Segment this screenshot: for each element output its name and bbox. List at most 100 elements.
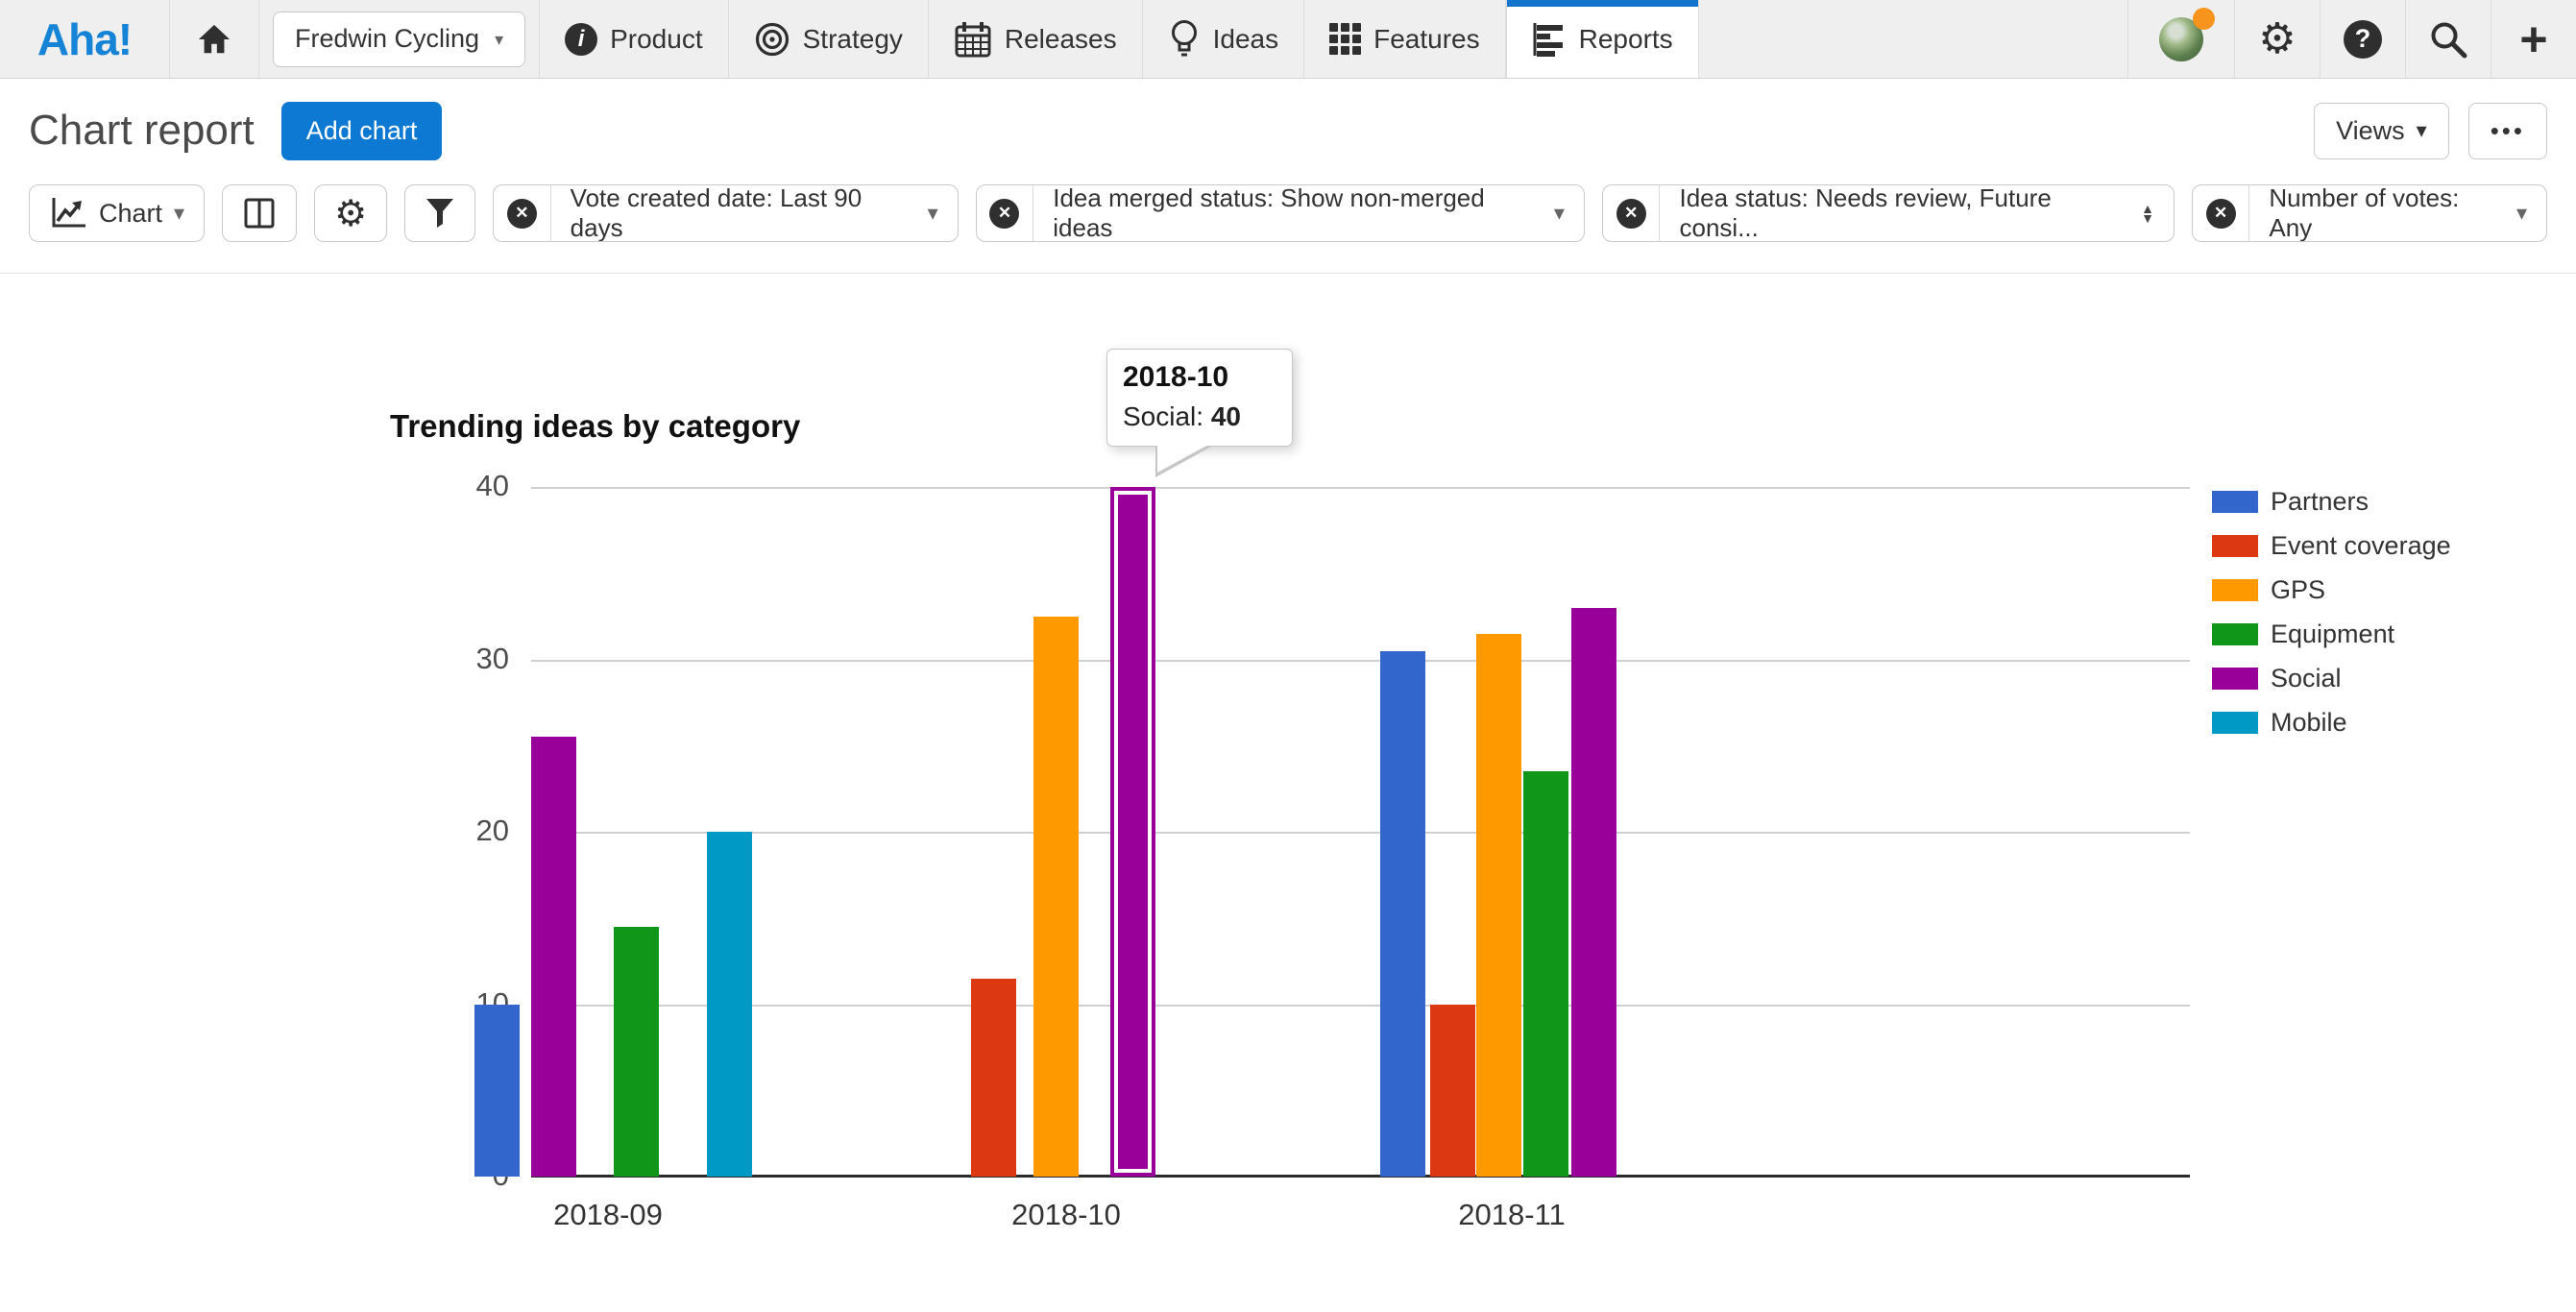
x-tick-label: 2018-09 [553,1198,663,1231]
columns-icon [242,196,277,231]
nav-spacer [1699,0,2127,78]
legend-label: Mobile [2271,708,2347,737]
bar-event-coverage-2018-11[interactable] [1430,1004,1475,1177]
aha-logo-text: Aha! [36,13,133,64]
bar-partners-2018-09[interactable] [474,1004,520,1177]
add-button[interactable]: + [2491,0,2576,78]
bar-equipment-2018-11[interactable] [1523,771,1568,1177]
user-menu[interactable] [2127,0,2234,78]
chevron-down-icon: ▾ [174,201,185,225]
legend-swatch [2212,491,2258,513]
report-header: Chart report Add chart Views ▾ ••• [0,79,2576,182]
legend-swatch [2212,623,2258,645]
chevron-down-icon: ▾ [1553,201,1565,225]
aha-logo[interactable]: Aha! [0,0,170,78]
top-nav: Aha! Fredwin Cycling ▾ i Product [0,0,2576,79]
sort-updown-icon: ▲ ▼ [2141,200,2154,226]
legend-item-equipment[interactable]: Equipment [2212,620,2451,649]
y-tick-label: 30 [475,641,509,675]
gridline [531,659,2190,662]
chart-canvas: Trending ideas by category 010203040 201… [0,274,2576,1312]
views-button[interactable]: Views ▾ [2314,102,2449,159]
bar-social-2018-09[interactable] [531,737,576,1177]
bar-event-coverage-2018-10[interactable] [971,978,1016,1177]
filter-chip-label: Number of votes: Any [2269,184,2460,242]
nav-item-features[interactable]: Features [1304,0,1506,78]
legend-swatch [2212,668,2258,690]
legend-swatch [2212,535,2258,557]
nav-item-strategy[interactable]: Strategy [729,0,929,78]
tooltip-pointer-fill [1157,444,1210,473]
legend-item-event-coverage[interactable]: Event coverage [2212,531,2451,561]
bar-social-2018-11[interactable] [1571,607,1616,1177]
close-icon: ✕ [506,198,537,229]
legend-item-social[interactable]: Social [2212,664,2451,693]
gridline [531,487,2190,489]
nav-item-releases[interactable]: Releases [929,0,1143,78]
chevron-down-icon: ▾ [927,201,938,225]
gridline [531,832,2190,834]
legend-item-partners[interactable]: Partners [2212,487,2451,517]
header-actions: Views ▾ ••• [2314,102,2547,159]
bar-mobile-2018-09[interactable] [707,832,752,1177]
nav-item-ideas[interactable]: Ideas [1143,0,1305,78]
bar-social-2018-10[interactable] [1110,487,1155,1177]
chart-legend: Partners Event coverage GPS Equipment Social… [2212,487,2451,752]
gear-icon: ⚙ [334,193,368,234]
views-button-label: Views [2336,115,2405,145]
chart-title: Trending ideas by category [390,408,801,444]
legend-item-mobile[interactable]: Mobile [2212,708,2451,738]
filter-chip-vote-created-date[interactable]: ✕ Vote created date: Last 90 days ▾ [493,184,959,242]
chevron-down-icon: ▾ [2416,118,2427,142]
remove-filter-button[interactable]: ✕ [2193,185,2250,241]
x-tick-label: 2018-11 [1458,1198,1566,1231]
funnel-icon [425,197,455,230]
filter-chip-number-of-votes[interactable]: ✕ Number of votes: Any ▾ [2191,184,2547,242]
search-button[interactable] [2405,0,2491,78]
nav-item-label: Features [1373,23,1480,54]
tooltip-category: 2018-10 [1123,361,1229,393]
filter-toolbar: Chart ▾ ⚙ ✕ V [0,182,2576,274]
legend-label: Event coverage [2271,531,2451,560]
remove-filter-button[interactable]: ✕ [1603,185,1661,241]
nav-item-product[interactable]: i Product [540,0,729,78]
chart-settings-button[interactable]: ⚙ [314,184,388,242]
x-axis-line [531,1175,2190,1178]
tooltip-value: Social: 40 [1123,401,1241,431]
chart-type-label: Chart [99,198,163,228]
workspace-pill[interactable]: Fredwin Cycling ▾ [273,11,526,67]
bar-gps-2018-10[interactable] [1033,616,1079,1177]
page-title: Chart report [29,107,255,154]
help-button[interactable]: ? [2320,0,2405,78]
legend-label: Partners [2271,487,2369,516]
more-options-button[interactable]: ••• [2467,102,2547,159]
columns-button[interactable] [222,184,298,242]
bar-equipment-2018-09[interactable] [614,926,659,1177]
bar-gps-2018-11[interactable] [1476,633,1521,1177]
filter-chip-idea-status[interactable]: ✕ Idea status: Needs review, Future cons… [1601,184,2175,242]
x-tick-label: 2018-10 [1011,1198,1121,1231]
calendar-icon [954,20,992,59]
chevron-down-icon: ▾ [495,29,504,49]
legend-item-gps[interactable]: GPS [2212,575,2451,605]
info-icon: i [565,22,598,56]
add-chart-button[interactable]: Add chart [280,101,443,160]
legend-label: Equipment [2271,620,2395,648]
nav-item-reports[interactable]: Reports [1505,0,1699,78]
remove-filter-button[interactable]: ✕ [494,185,551,241]
home-button[interactable] [170,0,259,78]
bar-partners-2018-11[interactable] [1380,650,1425,1177]
chart-type-button[interactable]: Chart ▾ [29,184,206,242]
settings-button[interactable]: ⚙ [2234,0,2320,78]
workspace-selector[interactable]: Fredwin Cycling ▾ [259,0,541,78]
filter-button[interactable] [404,184,476,242]
nav-item-label: Ideas [1212,23,1279,54]
filter-chip-label: Idea status: Needs review, Future consi.… [1679,184,2052,242]
remove-filter-button[interactable]: ✕ [977,185,1034,241]
filter-chip-idea-merged-status[interactable]: ✕ Idea merged status: Show non-merged id… [975,184,1585,242]
y-tick-label: 20 [475,814,509,847]
legend-label: Social [2271,664,2342,692]
filter-chip-label: Idea merged status: Show non-merged idea… [1053,184,1485,242]
bullseye-icon [754,21,790,58]
